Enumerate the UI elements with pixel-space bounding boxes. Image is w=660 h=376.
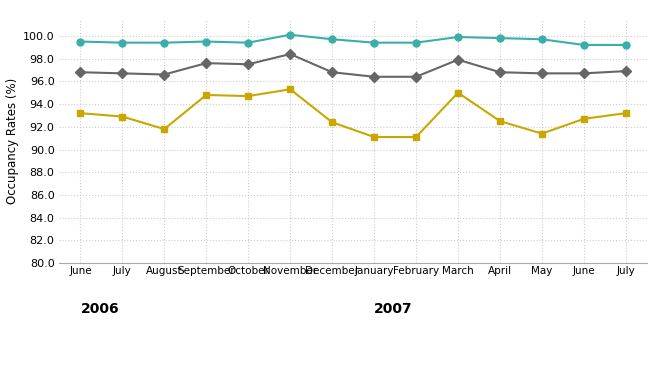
Text: 2006: 2006 [81,302,119,316]
Y-axis label: Occupancy Rates (%): Occupancy Rates (%) [6,78,18,204]
Text: 2007: 2007 [374,302,412,316]
